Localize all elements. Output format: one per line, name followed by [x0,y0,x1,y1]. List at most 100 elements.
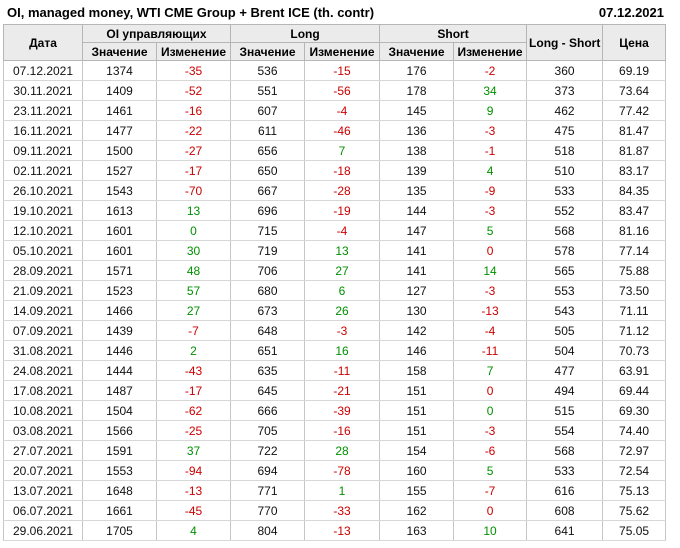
date-cell: 06.07.2021 [3,500,83,521]
long-change-cell: -19 [304,200,381,221]
column-header-long-value: Значение [230,42,306,61]
table-row: 20.07.2021 1553 -94 694 -78 160 5 533 72.54 [3,460,667,481]
oi-value-cell: 1571 [82,260,157,281]
long-short-cell: 504 [526,340,604,361]
long-value-cell: 607 [230,100,306,121]
date-cell: 02.11.2021 [3,160,83,181]
price-cell: 71.12 [602,320,667,341]
long-value-cell: 551 [230,80,306,101]
price-cell: 63.91 [602,360,667,381]
short-change-cell: 14 [453,260,528,281]
table-header: Дата OI управляющих Long Short Long - Sh… [3,24,667,61]
short-change-cell: -3 [453,420,528,441]
short-value-cell: 138 [379,140,455,161]
short-change-cell: 9 [453,100,528,121]
long-value-cell: 771 [230,480,306,501]
long-change-cell: -3 [304,320,381,341]
long-short-cell: 494 [526,380,604,401]
long-change-cell: 16 [304,340,381,361]
column-group-short: Short [379,24,528,43]
oi-change-cell: -27 [155,140,232,161]
short-value-cell: 144 [379,200,455,221]
table-row: 31.08.2021 1446 2 651 16 146 -11 504 70.73 [3,340,667,361]
price-cell: 69.44 [602,380,667,401]
oi-change-cell: -45 [155,500,232,521]
oi-change-cell: 13 [155,200,232,221]
oi-change-cell: 27 [155,300,232,321]
table-row: 10.08.2021 1504 -62 666 -39 151 0 515 69.30 [3,400,667,421]
long-change-cell: -4 [304,100,381,121]
short-value-cell: 163 [379,520,455,541]
oi-change-cell: -43 [155,360,232,381]
oi-value-cell: 1601 [82,240,157,261]
table-row: 05.10.2021 1601 30 719 13 141 0 578 77.14 [3,240,667,261]
short-change-cell: -1 [453,140,528,161]
table-row: 12.10.2021 1601 0 715 -4 147 5 568 81.16 [3,220,667,241]
oi-change-cell: -17 [155,380,232,401]
oi-change-cell: 0 [155,220,232,241]
oi-change-cell: -25 [155,420,232,441]
date-cell: 28.09.2021 [3,260,83,281]
table-row: 13.07.2021 1648 -13 771 1 155 -7 616 75.13 [3,480,667,501]
long-change-cell: -16 [304,420,381,441]
long-short-cell: 641 [526,520,604,541]
oi-value-cell: 1591 [82,440,157,461]
long-value-cell: 635 [230,360,306,381]
long-value-cell: 696 [230,200,306,221]
oi-value-cell: 1566 [82,420,157,441]
short-change-cell: 0 [453,400,528,421]
short-change-cell: 4 [453,160,528,181]
price-cell: 75.13 [602,480,667,501]
oi-value-cell: 1705 [82,520,157,541]
long-short-cell: 510 [526,160,604,181]
long-change-cell: -46 [304,120,381,141]
short-change-cell: 0 [453,240,528,261]
long-value-cell: 722 [230,440,306,461]
long-short-cell: 533 [526,460,604,481]
long-change-cell: -11 [304,360,381,381]
price-cell: 69.19 [602,60,667,81]
oi-change-cell: 30 [155,240,232,261]
long-change-cell: 13 [304,240,381,261]
oi-value-cell: 1409 [82,80,157,101]
oi-value-cell: 1487 [82,380,157,401]
long-short-cell: 616 [526,480,604,501]
date-cell: 30.11.2021 [3,80,83,101]
price-cell: 73.50 [602,280,667,301]
oi-change-cell: -22 [155,120,232,141]
long-value-cell: 706 [230,260,306,281]
oi-change-cell: -52 [155,80,232,101]
short-change-cell: -3 [453,280,528,301]
price-cell: 75.62 [602,500,667,521]
long-change-cell: -4 [304,220,381,241]
oi-change-cell: -13 [155,480,232,501]
oi-table: Дата OI управляющих Long Short Long - Sh… [3,24,667,541]
title-bar: OI, managed money, WTI CME Group + Brent… [3,0,665,24]
table-row: 14.09.2021 1466 27 673 26 130 -13 543 71.11 [3,300,667,321]
long-change-cell: -78 [304,460,381,481]
price-cell: 81.47 [602,120,667,141]
date-cell: 14.09.2021 [3,300,83,321]
short-value-cell: 176 [379,60,455,81]
long-value-cell: 694 [230,460,306,481]
long-change-cell: -56 [304,80,381,101]
date-cell: 03.08.2021 [3,420,83,441]
date-cell: 13.07.2021 [3,480,83,501]
short-change-cell: 7 [453,360,528,381]
date-cell: 26.10.2021 [3,180,83,201]
short-value-cell: 127 [379,280,455,301]
oi-value-cell: 1601 [82,220,157,241]
long-change-cell: -18 [304,160,381,181]
oi-value-cell: 1500 [82,140,157,161]
column-group-long: Long [230,24,381,43]
oi-change-cell: -17 [155,160,232,181]
short-value-cell: 141 [379,240,455,261]
oi-change-cell: -7 [155,320,232,341]
table-row: 16.11.2021 1477 -22 611 -46 136 -3 475 81.47 [3,120,667,141]
short-change-cell: -13 [453,300,528,321]
price-cell: 75.88 [602,260,667,281]
price-cell: 71.11 [602,300,667,321]
oi-value-cell: 1661 [82,500,157,521]
long-change-cell: -33 [304,500,381,521]
table-row: 02.11.2021 1527 -17 650 -18 139 4 510 83.17 [3,160,667,181]
